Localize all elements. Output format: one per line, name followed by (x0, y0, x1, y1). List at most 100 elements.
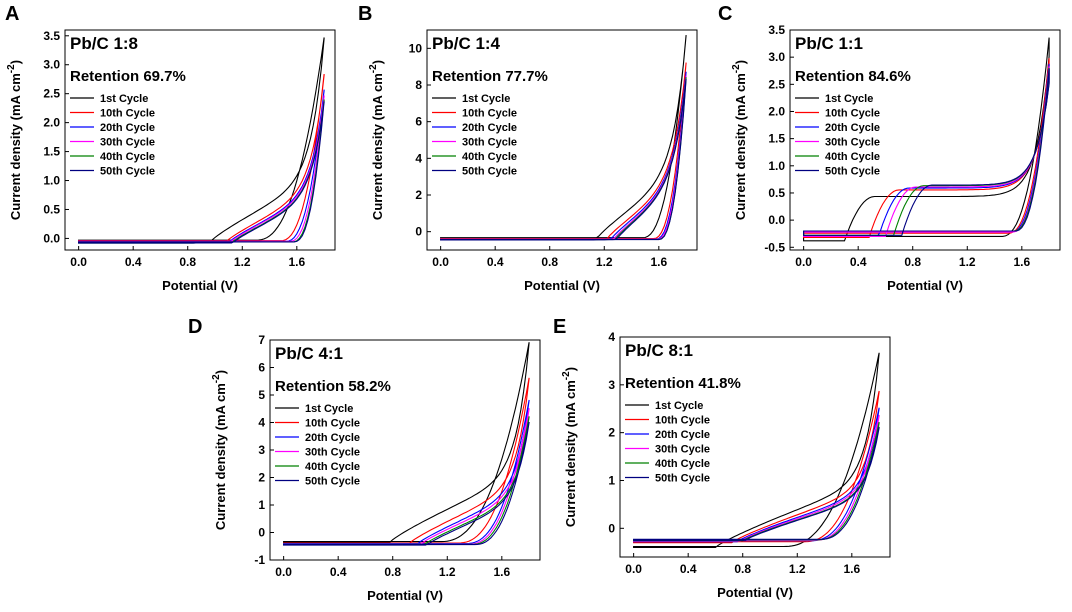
retention-label: Retention 84.6% (795, 68, 911, 85)
plot-frame (789, 29, 1061, 251)
y-tick-label: 2.0 (43, 116, 60, 130)
x-tick-label: 0.8 (904, 255, 921, 269)
legend-label: 1st Cycle (100, 93, 148, 105)
y-tick-label: 0 (415, 225, 422, 239)
x-tick-label: 0.8 (384, 565, 401, 579)
x-axis-label: Potential (V) (367, 588, 443, 603)
legend-label: 10th Cycle (305, 418, 360, 430)
legend-label: 30th Cycle (462, 137, 517, 149)
legend-label: 20th Cycle (305, 432, 360, 444)
chart-title: Pb/C 8:1 (625, 341, 693, 360)
plot-frame (426, 29, 698, 251)
x-tick-label: 0.4 (680, 562, 697, 576)
series-line-4 (78, 95, 325, 244)
legend-label: 40th Cycle (462, 151, 517, 163)
y-tick-label: 2 (258, 471, 265, 485)
y-tick-label: -1 (254, 553, 265, 567)
series-line-2 (803, 58, 1050, 239)
curves (633, 352, 880, 548)
x-tick-label: 0.4 (125, 255, 142, 269)
y-tick-label: -0.5 (764, 240, 785, 254)
retention-label: Retention 69.7% (70, 68, 186, 85)
legend-label: 50th Cycle (462, 166, 517, 178)
series-line-6 (440, 79, 687, 241)
legend-label: 30th Cycle (655, 444, 710, 456)
y-tick-label: 0 (608, 521, 615, 535)
legend-label: 10th Cycle (100, 108, 155, 120)
x-tick-label: 1.2 (789, 562, 806, 576)
chart-title: Pb/C 1:1 (795, 34, 863, 53)
legend-label: 10th Cycle (462, 108, 517, 120)
x-tick-label: 1.6 (843, 562, 860, 576)
curves (803, 37, 1050, 242)
legend-label: 50th Cycle (825, 166, 880, 178)
y-axis-label: Current density (mA cm-2) (6, 60, 23, 220)
legend-label: 30th Cycle (825, 137, 880, 149)
y-tick-label: 1.0 (43, 174, 60, 188)
series-line-4 (803, 66, 1050, 237)
y-tick-label: 1.5 (768, 132, 785, 146)
y-tick-label: 3 (608, 378, 615, 392)
x-tick-label: 1.6 (1013, 255, 1030, 269)
y-axis-label: Current density (mA cm-2) (731, 60, 748, 220)
legend-label: 40th Cycle (655, 458, 710, 470)
y-tick-label: 1.0 (768, 159, 785, 173)
x-axis-label: Potential (V) (524, 278, 600, 293)
legend-label: 30th Cycle (100, 137, 155, 149)
series-line-1 (633, 352, 880, 548)
y-tick-label: 0.5 (768, 186, 785, 200)
chart-panel-a: A 0.0 0.4 0.8 1.2 1.6 0.0 0.5 1.0 1.5 2.0 2.5 3.0 3.5… (5, 3, 336, 293)
legend-label: 40th Cycle (825, 151, 880, 163)
plot-frame (619, 336, 891, 558)
chart-title: Pb/C 1:4 (432, 34, 501, 53)
y-tick-label: 0 (258, 526, 265, 540)
x-axis-label: Potential (V) (887, 278, 963, 293)
legend-label: 20th Cycle (462, 122, 517, 134)
retention-label: Retention 58.2% (275, 378, 391, 395)
chart-panel-c: C 0.0 0.4 0.8 1.2 1.6 -0.5 0.0 0.5 1.0 1.5 2.0 2.5 3.… (718, 3, 1061, 293)
y-tick-label: 4 (258, 416, 265, 430)
x-tick-label: 1.2 (596, 255, 613, 269)
x-tick-label: 1.2 (959, 255, 976, 269)
y-tick-label: 1 (258, 498, 265, 512)
legend-label: 50th Cycle (655, 473, 710, 485)
x-axis-label: Potential (V) (717, 585, 793, 600)
legend-label: 1st Cycle (655, 400, 703, 412)
curves (283, 342, 530, 546)
series-line-6 (803, 69, 1050, 236)
x-tick-label: 0.4 (487, 255, 504, 269)
legend-label: 1st Cycle (462, 93, 510, 105)
y-tick-label: 2 (608, 426, 615, 440)
x-tick-label: 0.0 (625, 562, 642, 576)
panel-letter: A (5, 3, 19, 25)
panel-letter: D (188, 316, 202, 338)
chart-title: Pb/C 4:1 (275, 344, 343, 363)
legend-label: 30th Cycle (305, 447, 360, 459)
series-line-1 (283, 342, 530, 543)
y-tick-label: 0.0 (43, 231, 60, 245)
legend-label: 40th Cycle (305, 461, 360, 473)
x-tick-label: 0.0 (432, 255, 449, 269)
legend-label: 20th Cycle (655, 429, 710, 441)
y-tick-label: 3.0 (768, 50, 785, 64)
retention-label: Retention 41.8% (625, 375, 741, 392)
y-tick-label: 1.5 (43, 145, 60, 159)
chart-panel-b: B 0.0 0.4 0.8 1.2 1.6 0 2 4 6 8 10 Potential (V) Curr… (358, 3, 698, 293)
panel-letter: C (718, 3, 732, 25)
y-tick-label: 3.5 (43, 29, 60, 43)
legend-label: 1st Cycle (825, 93, 873, 105)
y-tick-label: 7 (258, 333, 265, 347)
curves (78, 37, 325, 244)
x-tick-label: 0.8 (541, 255, 558, 269)
y-tick-label: 3 (258, 443, 265, 457)
x-tick-label: 1.2 (234, 255, 251, 269)
y-tick-label: 6 (258, 361, 265, 375)
legend-label: 10th Cycle (655, 415, 710, 427)
y-tick-label: 2.5 (43, 87, 60, 101)
x-tick-label: 0.4 (850, 255, 867, 269)
legend-label: 40th Cycle (100, 151, 155, 163)
y-tick-label: 0.5 (43, 202, 60, 216)
legend-label: 50th Cycle (100, 166, 155, 178)
y-tick-label: 0.0 (768, 213, 785, 227)
y-tick-label: 4 (415, 151, 422, 165)
